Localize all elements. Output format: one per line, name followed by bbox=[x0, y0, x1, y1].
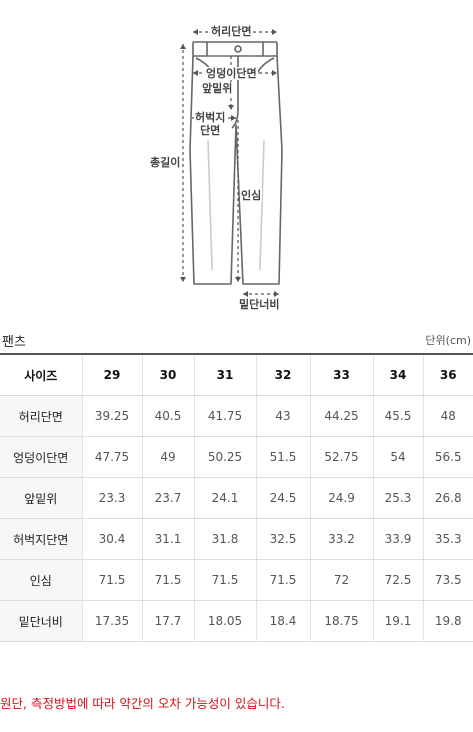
table-cell: 41.75 bbox=[194, 395, 257, 437]
table-cell: 24.9 bbox=[310, 477, 374, 519]
table-cell: 49 bbox=[142, 436, 195, 478]
section-title: 팬츠 bbox=[2, 335, 26, 350]
table-cell: 17.7 bbox=[142, 600, 195, 642]
table-cell: 71.5 bbox=[256, 559, 311, 601]
size-header-cell: 30 bbox=[142, 353, 195, 396]
table-row: 엉덩이단면 47.75 49 50.25 51.5 52.75 54 56.5 bbox=[0, 436, 473, 478]
table-cell: 56.5 bbox=[423, 436, 473, 478]
table-cell: 25.3 bbox=[373, 477, 424, 519]
table-cell: 44.25 bbox=[310, 395, 374, 437]
table-cell: 43 bbox=[256, 395, 311, 437]
thigh-label: 허벅지 단면 bbox=[194, 111, 227, 137]
row-label: 허리단면 bbox=[0, 395, 83, 437]
table-cell: 31.8 bbox=[194, 518, 257, 560]
table-cell: 33.2 bbox=[310, 518, 374, 560]
table-cell: 72 bbox=[310, 559, 374, 601]
table-cell: 32.5 bbox=[256, 518, 311, 560]
size-table: 사이즈 29 30 31 32 33 34 36 허리단면 39.25 40.5 41.75 43 4… bbox=[0, 353, 473, 642]
pants-measurement-diagram: 허리단면 엉덩이단면 앞밑위 허벅지 단면 인심 총길이 밑단너비 bbox=[0, 0, 473, 325]
table-cell: 39.25 bbox=[82, 395, 143, 437]
hip-label: 엉덩이단면 bbox=[205, 67, 258, 80]
size-header-cell: 36 bbox=[423, 353, 473, 396]
table-cell: 51.5 bbox=[256, 436, 311, 478]
table-cell: 24.5 bbox=[256, 477, 311, 519]
table-row: 앞밑위 23.3 23.7 24.1 24.5 24.9 25.3 26.8 bbox=[0, 477, 473, 519]
inseam-label: 인심 bbox=[240, 189, 263, 202]
table-cell: 45.5 bbox=[373, 395, 424, 437]
table-header-row: 사이즈 29 30 31 32 33 34 36 bbox=[0, 353, 473, 396]
table-cell: 71.5 bbox=[194, 559, 257, 601]
table-row: 허벅지단면 30.4 31.1 31.8 32.5 33.2 33.9 35.3 bbox=[0, 518, 473, 560]
size-header-cell: 32 bbox=[256, 353, 311, 396]
table-cell: 19.1 bbox=[373, 600, 424, 642]
table-cell: 23.3 bbox=[82, 477, 143, 519]
measurement-notice: 원단, 측정방법에 따라 약간의 오차 가능성이 있습니다. bbox=[0, 696, 285, 711]
table-cell: 72.5 bbox=[373, 559, 424, 601]
table-cell: 52.75 bbox=[310, 436, 374, 478]
table-cell: 31.1 bbox=[142, 518, 195, 560]
size-header-label: 사이즈 bbox=[0, 353, 83, 396]
rise-label: 앞밑위 bbox=[201, 82, 234, 95]
size-header-cell: 31 bbox=[194, 353, 257, 396]
row-label: 앞밑위 bbox=[0, 477, 83, 519]
size-header-cell: 33 bbox=[310, 353, 374, 396]
table-cell: 40.5 bbox=[142, 395, 195, 437]
table-cell: 18.05 bbox=[194, 600, 257, 642]
table-cell: 47.75 bbox=[82, 436, 143, 478]
table-row: 인심 71.5 71.5 71.5 71.5 72 72.5 73.5 bbox=[0, 559, 473, 601]
row-label: 밑단너비 bbox=[0, 600, 83, 642]
table-cell: 18.4 bbox=[256, 600, 311, 642]
table-cell: 33.9 bbox=[373, 518, 424, 560]
size-header-cell: 29 bbox=[82, 353, 143, 396]
table-cell: 48 bbox=[423, 395, 473, 437]
table-cell: 30.4 bbox=[82, 518, 143, 560]
waist-label: 허리단면 bbox=[210, 25, 253, 38]
table-cell: 17.35 bbox=[82, 600, 143, 642]
table-cell: 19.8 bbox=[423, 600, 473, 642]
pants-illustration bbox=[180, 29, 283, 297]
table-cell: 73.5 bbox=[423, 559, 473, 601]
size-header-cell: 34 bbox=[373, 353, 424, 396]
table-cell: 26.8 bbox=[423, 477, 473, 519]
table-cell: 50.25 bbox=[194, 436, 257, 478]
table-cell: 54 bbox=[373, 436, 424, 478]
row-label: 허벅지단면 bbox=[0, 518, 83, 560]
table-cell: 71.5 bbox=[142, 559, 195, 601]
table-cell: 71.5 bbox=[82, 559, 143, 601]
table-cell: 24.1 bbox=[194, 477, 257, 519]
table-cell: 18.75 bbox=[310, 600, 374, 642]
table-cell: 35.3 bbox=[423, 518, 473, 560]
unit-label: 단위(cm) bbox=[425, 334, 471, 347]
row-label: 인심 bbox=[0, 559, 83, 601]
table-cell: 23.7 bbox=[142, 477, 195, 519]
hem-label: 밑단너비 bbox=[238, 298, 281, 311]
total-length-label: 총길이 bbox=[149, 156, 182, 169]
table-row: 허리단면 39.25 40.5 41.75 43 44.25 45.5 48 bbox=[0, 395, 473, 437]
row-label: 엉덩이단면 bbox=[0, 436, 83, 478]
table-row: 밑단너비 17.35 17.7 18.05 18.4 18.75 19.1 19.8 bbox=[0, 600, 473, 642]
